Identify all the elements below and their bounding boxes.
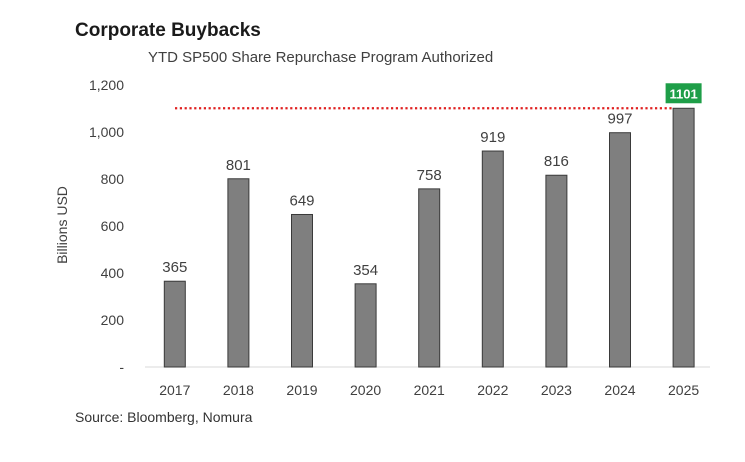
y-tick-label: 1,000 (89, 124, 124, 140)
y-tick-label: - (119, 359, 124, 375)
highlight-label: 1101 (669, 86, 697, 101)
data-label-2024: 997 (607, 111, 632, 128)
bar-2023 (545, 174, 568, 368)
y-tick-label: 200 (101, 312, 125, 328)
x-tick-label: 2018 (223, 382, 254, 398)
bar-2025 (672, 107, 695, 368)
data-label-2018: 801 (226, 157, 251, 174)
bar-2017 (163, 280, 186, 368)
bar-2020 (354, 283, 377, 368)
x-tick-label: 2023 (541, 382, 572, 398)
bar-2021 (418, 188, 441, 368)
x-tick-label: 2022 (477, 382, 508, 398)
data-label-2017: 365 (162, 259, 187, 276)
bar-2019 (291, 213, 313, 368)
data-label-2023: 816 (544, 153, 569, 170)
y-axis: - 200 400 600 800 1,000 1,200 (89, 77, 124, 375)
y-tick-label: 600 (101, 218, 125, 234)
bars (163, 107, 695, 368)
data-label-2019: 649 (289, 192, 314, 209)
source-note: Source: Bloomberg, Nomura (75, 409, 253, 425)
x-tick-label: 2019 (286, 382, 317, 398)
x-tick-label: 2017 (159, 382, 190, 398)
y-tick-label: 1,200 (89, 77, 124, 93)
data-labels: 365 801 649 354 758 919 816 997 1101 (162, 83, 702, 279)
y-axis-label: Billions USD (54, 186, 70, 264)
data-label-2022: 919 (480, 129, 505, 146)
data-label-2021: 758 (417, 167, 442, 184)
bar-2024 (609, 132, 631, 368)
chart-subtitle: YTD SP500 Share Repurchase Program Autho… (148, 49, 494, 66)
x-tick-label: 2025 (668, 382, 699, 398)
x-tick-label: 2020 (350, 382, 381, 398)
y-tick-label: 400 (101, 265, 125, 281)
data-label-2020: 354 (353, 262, 378, 279)
x-tick-label: 2024 (604, 382, 635, 398)
bar-2022 (481, 150, 504, 368)
highlight-badge (665, 83, 702, 104)
x-axis: 2017 2018 2019 2020 2021 2022 2023 2024 2025 (159, 382, 699, 398)
chart-title: Corporate Buybacks (75, 20, 261, 41)
x-tick-label: 2021 (414, 382, 445, 398)
y-tick-label: 800 (101, 171, 125, 187)
bar-2018 (227, 178, 250, 368)
